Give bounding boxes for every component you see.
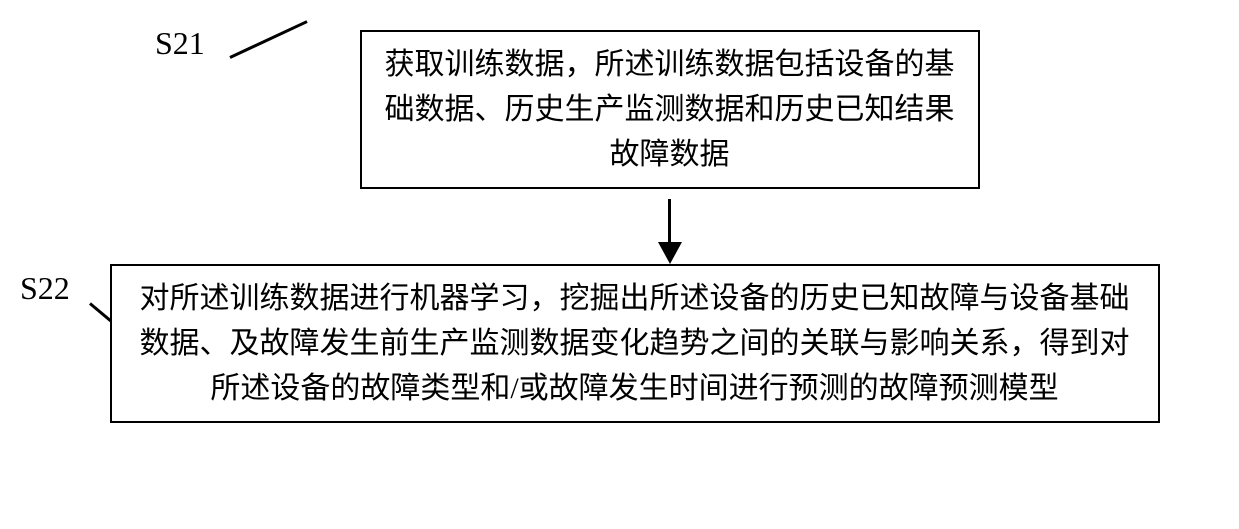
- flowchart-container: 获取训练数据，所述训练数据包括设备的基础数据、历史生产监测数据和历史已知结果故障…: [0, 30, 1239, 423]
- flowchart-arrow: [668, 189, 671, 264]
- flowchart-node-s21: 获取训练数据，所述训练数据包括设备的基础数据、历史生产监测数据和历史已知结果故障…: [360, 30, 980, 189]
- arrow-head: [658, 242, 682, 264]
- flowchart-node-s22: 对所述训练数据进行机器学习，挖掘出所述设备的历史已知故障与设备基础数据、及故障发…: [110, 264, 1160, 423]
